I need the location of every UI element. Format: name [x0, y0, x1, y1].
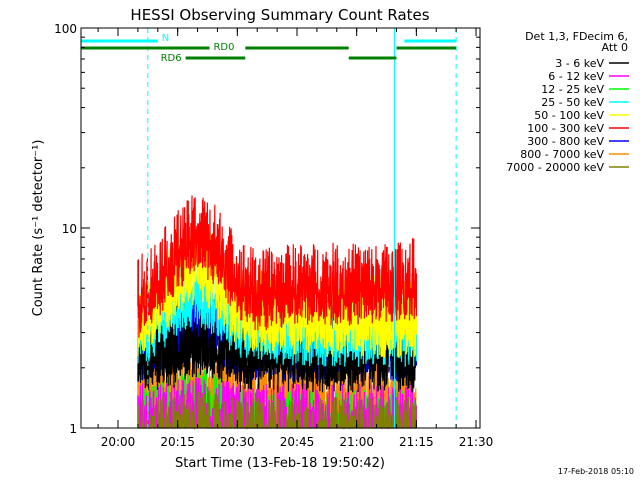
x-tick-label: 20:00 [101, 435, 136, 449]
series-line-4 [137, 248, 417, 368]
legend-label: 800 - 7000 keV [520, 148, 604, 161]
flag-label-rd0: RD0 [213, 42, 234, 53]
legend-label: 50 - 100 keV [534, 109, 604, 122]
legend-label: 12 - 25 keV [541, 83, 604, 96]
x-axis-label: Start Time (13-Feb-18 19:50:42) [175, 456, 385, 471]
x-tick-label: 20:45 [280, 435, 315, 449]
x-tick-label: 21:30 [459, 435, 494, 449]
timestamp-footer: 17-Feb-2018 05:10 [558, 467, 634, 476]
y-tick-label: 100 [54, 22, 77, 36]
legend-label: 3 - 6 keV [555, 57, 604, 70]
legend-header-line-2: Att 0 [602, 41, 628, 54]
y-tick-label: 1 [69, 422, 77, 436]
x-tick-label: 21:15 [399, 435, 434, 449]
series-line-9 [137, 391, 417, 431]
x-tick-label: 21:00 [339, 435, 374, 449]
series-line-6 [137, 195, 417, 338]
y-axis-label: Count Rate (s⁻¹ detector⁻¹) [31, 140, 46, 317]
legend-label: 25 - 50 keV [541, 96, 604, 109]
legend-label: 100 - 300 keV [527, 122, 604, 135]
flag-label-n: N [162, 33, 169, 44]
flag-layer: N RD0 RD6 [81, 33, 457, 64]
legend-label: 6 - 12 keV [548, 70, 604, 83]
series-layer [137, 195, 417, 431]
legend-label: 7000 - 20000 keV [506, 161, 604, 174]
chart-title: HESSI Observing Summary Count Rates [130, 6, 429, 24]
legend-label: 300 - 800 keV [527, 135, 604, 148]
y-tick-label: 10 [62, 222, 77, 236]
x-tick-label: 20:30 [220, 435, 255, 449]
axis-layer: 20:00 20:15 20:30 20:45 21:00 21:15 21:30 1 10 10… [54, 22, 493, 449]
flag-label-rd6: RD6 [161, 53, 182, 64]
legend-header-line-1: Det 1,3, FDecim 6, [525, 30, 628, 43]
x-tick-label: 20:15 [160, 435, 195, 449]
